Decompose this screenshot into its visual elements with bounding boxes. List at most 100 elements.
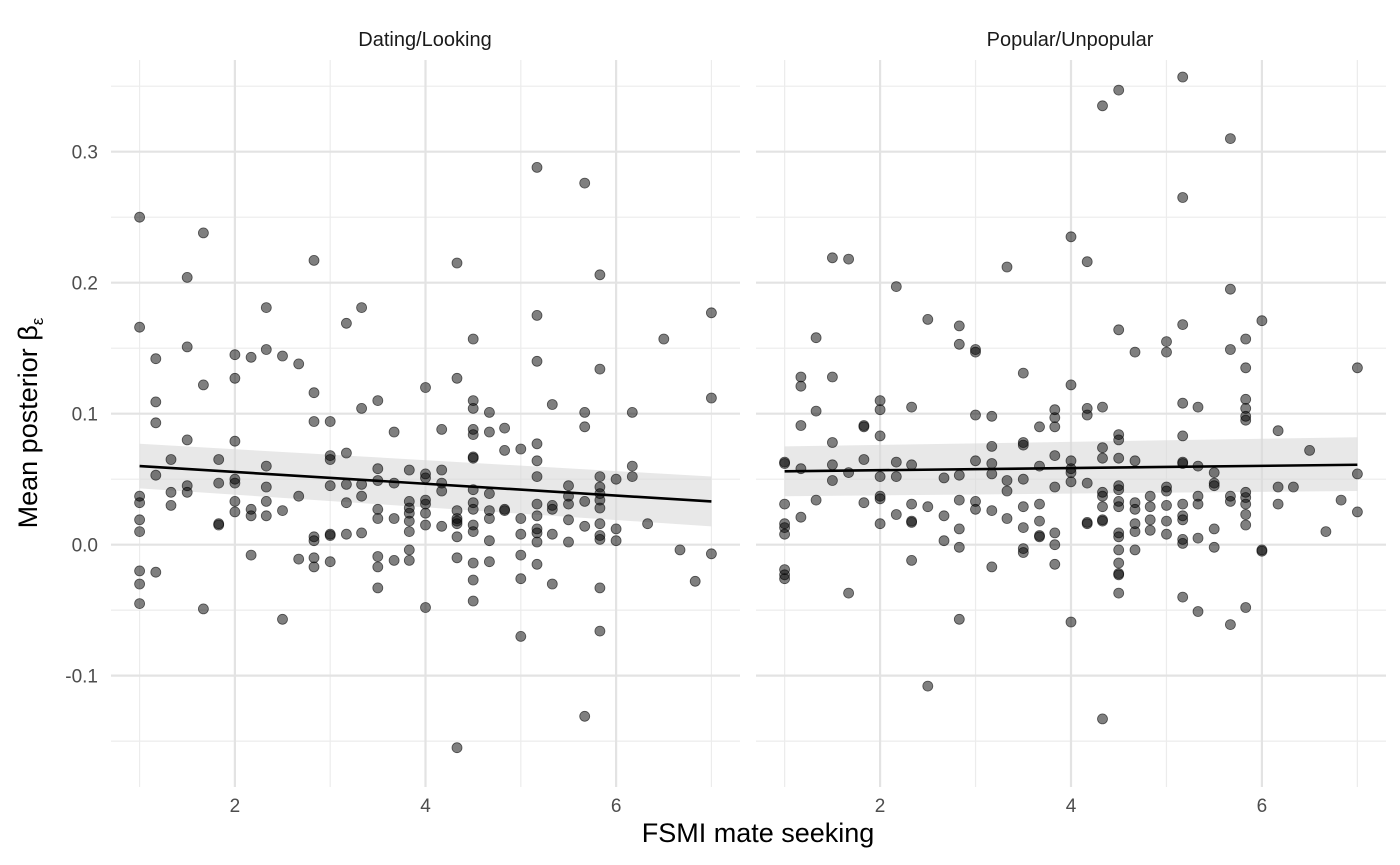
data-point <box>134 565 146 577</box>
data-point <box>467 429 479 441</box>
data-point <box>970 346 981 358</box>
data-point <box>515 528 527 540</box>
data-point <box>779 458 790 469</box>
data-point <box>324 480 336 492</box>
data-point <box>1017 439 1029 451</box>
data-point <box>1177 538 1189 549</box>
data-point <box>563 514 574 526</box>
data-point <box>953 541 965 553</box>
data-point <box>610 473 622 485</box>
data-point <box>579 177 591 189</box>
data-point <box>420 507 431 519</box>
data-point <box>134 497 146 509</box>
data-point <box>594 582 606 594</box>
data-point <box>324 454 336 465</box>
data-point <box>579 406 591 418</box>
data-point <box>1240 393 1252 405</box>
data-point <box>1034 531 1045 543</box>
data-point <box>1113 434 1125 446</box>
data-point <box>531 536 543 548</box>
data-point <box>150 469 162 481</box>
data-point <box>467 333 479 345</box>
data-point <box>1129 455 1141 467</box>
data-point <box>483 535 495 547</box>
data-point <box>372 395 384 407</box>
data-point <box>403 544 415 556</box>
data-point <box>1225 619 1236 630</box>
data-point <box>213 454 225 465</box>
data-point <box>324 556 336 568</box>
data-point <box>1240 602 1252 613</box>
data-point <box>1065 231 1077 243</box>
data-point <box>372 582 384 594</box>
data-point <box>795 371 807 383</box>
data-point <box>579 495 591 507</box>
data-point <box>1001 261 1013 273</box>
data-point <box>1001 475 1013 486</box>
data-point <box>1049 527 1061 539</box>
data-point <box>1177 397 1189 409</box>
data-point <box>293 490 305 502</box>
data-point <box>531 309 543 321</box>
data-point <box>340 478 352 490</box>
data-point <box>499 422 511 434</box>
data-point <box>563 498 574 510</box>
data-point <box>1161 336 1172 348</box>
data-point <box>134 514 146 526</box>
data-point <box>1113 84 1125 96</box>
data-point <box>594 518 606 530</box>
data-point <box>308 416 320 427</box>
data-point <box>1144 501 1156 513</box>
data-point <box>1352 362 1363 374</box>
data-point <box>483 488 495 500</box>
data-point <box>293 358 305 370</box>
data-point <box>1017 522 1029 533</box>
data-point <box>515 513 527 524</box>
data-point <box>1352 468 1363 480</box>
data-point <box>467 595 479 607</box>
data-point <box>388 513 400 524</box>
data-point <box>515 573 527 585</box>
data-point <box>1049 558 1061 570</box>
data-point <box>181 486 193 498</box>
data-point <box>1256 545 1268 557</box>
data-point <box>1049 481 1061 493</box>
data-point <box>1129 544 1141 556</box>
data-point <box>827 437 838 448</box>
data-point <box>1113 531 1125 543</box>
data-point <box>1097 501 1108 513</box>
data-point <box>483 556 495 568</box>
data-point <box>1113 324 1125 336</box>
data-point <box>436 520 448 532</box>
data-point <box>1034 515 1045 527</box>
fit-line-layer <box>139 463 1358 503</box>
data-point <box>874 518 886 530</box>
data-point <box>858 421 870 433</box>
data-point <box>874 493 886 505</box>
data-point <box>134 211 146 223</box>
data-point <box>1144 490 1156 502</box>
data-point <box>308 254 320 266</box>
data-point <box>181 271 193 283</box>
data-point <box>1177 319 1189 331</box>
data-point <box>953 523 965 535</box>
data-point <box>277 505 288 517</box>
data-point <box>874 395 886 407</box>
data-point <box>1081 409 1093 421</box>
panel-title-right: Popular/Unpopular <box>987 29 1154 51</box>
data-point <box>594 363 606 375</box>
data-point <box>779 528 790 540</box>
data-point <box>245 510 257 522</box>
data-point <box>467 574 479 586</box>
data-point <box>827 252 838 264</box>
data-point <box>134 578 146 590</box>
data-point <box>340 447 352 459</box>
data-point <box>483 406 495 418</box>
data-point <box>579 710 591 722</box>
data-point <box>1113 557 1125 569</box>
data-point <box>610 523 622 535</box>
y-axis-title-subscript: ε <box>28 317 47 325</box>
x-tick-label: 4 <box>420 796 431 817</box>
data-point <box>420 382 431 393</box>
